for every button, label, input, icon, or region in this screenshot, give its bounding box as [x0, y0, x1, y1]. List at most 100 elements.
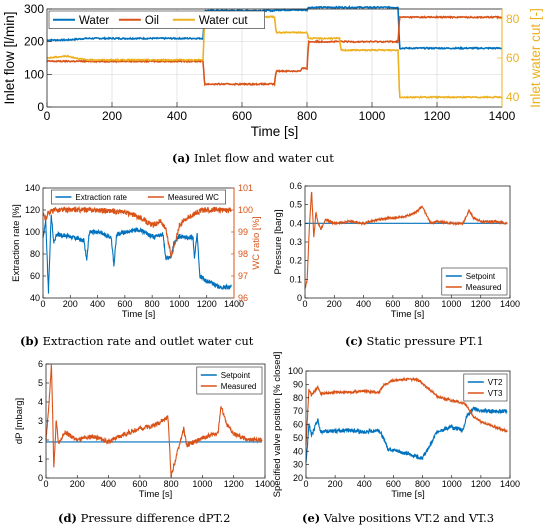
- y-tick-label: 100: [25, 227, 40, 237]
- series-line-extraction-rate: [42, 214, 232, 294]
- y-tick-label: 60: [293, 420, 303, 430]
- legend-box: [196, 366, 263, 395]
- x-tick-label: 1200: [471, 299, 491, 309]
- x-tick-label: 800: [415, 299, 430, 309]
- y-tick-label: 0: [38, 473, 43, 483]
- legend-label: Measured: [221, 382, 257, 391]
- y-tick-label: 4: [38, 397, 43, 407]
- y-axis-label: Extraction rate [%]: [11, 204, 22, 282]
- y-tick-label: 6: [38, 359, 43, 369]
- y-tick-label: 120: [25, 205, 40, 215]
- y-tick-label: 0.4: [289, 218, 302, 228]
- y-tick-label: 1: [38, 454, 43, 464]
- y-tick-label: 3: [38, 416, 43, 426]
- series-line-vt2: [305, 406, 508, 463]
- y2-tick-label: 98: [238, 249, 248, 259]
- y-tick-label: 0: [297, 293, 302, 303]
- y-tick-label: 0.3: [289, 237, 302, 247]
- legend-box: [441, 267, 508, 296]
- y-tick-label: 140: [25, 183, 40, 193]
- legend-label: Measured WC: [168, 193, 219, 202]
- x-tick-label: 1400: [500, 299, 520, 309]
- x-tick-label: 1000: [441, 299, 461, 309]
- x-tick-label: 200: [70, 479, 85, 489]
- caption-b: (b) Extraction rate and outlet water cut: [20, 334, 254, 348]
- y-tick-label: 5: [38, 378, 43, 388]
- x-axis-label: Time [s]: [139, 489, 172, 500]
- x-tick-label: 200: [327, 299, 342, 309]
- legend-box: [463, 373, 508, 402]
- y2-tick-label: 101: [238, 183, 253, 193]
- y2-tick-label: 60: [506, 51, 520, 65]
- y-tick-label: 20: [293, 473, 303, 483]
- y-tick-label: 90: [293, 379, 303, 389]
- legend: Setpoint Measured: [196, 366, 263, 395]
- x-tick-label: 600: [132, 479, 147, 489]
- legend-box: [51, 189, 226, 205]
- x-tick-label: 0: [302, 299, 307, 309]
- x-tick-label: 1200: [424, 109, 451, 123]
- x-tick-label: 1000: [442, 479, 462, 489]
- y-tick-label: 0: [37, 100, 44, 114]
- series-line-water: [47, 5, 503, 51]
- x-tick-label: 800: [297, 109, 317, 123]
- series-line-oil: [46, 15, 503, 87]
- y2-tick-label: 100: [238, 205, 253, 215]
- y-tick-label: 80: [293, 393, 303, 403]
- x-axis-label: Time [s]: [391, 489, 424, 500]
- x-tick-label: 1000: [192, 479, 212, 489]
- y-tick-label: 70: [293, 406, 303, 416]
- y2-axis-label: Inlet water cut [-]: [528, 8, 543, 108]
- x-axis-label: Time [s]: [391, 309, 424, 320]
- y-axis-label: Pressure [barg]: [273, 210, 284, 275]
- legend: Setpoint Measured: [441, 267, 508, 296]
- legend-label: Setpoint: [221, 371, 251, 380]
- x-tick-label: 200: [63, 299, 78, 309]
- y-tick-label: 0.1: [289, 274, 302, 284]
- x-tick-label: 200: [328, 479, 343, 489]
- x-tick-label: 400: [356, 299, 371, 309]
- x-tick-label: 400: [90, 299, 105, 309]
- x-tick-label: 800: [145, 299, 160, 309]
- legend-label: Oil: [145, 15, 159, 27]
- caption-e: (e) Valve positions VT.2 and VT.3: [302, 511, 494, 525]
- y-tick-label: 100: [24, 67, 44, 81]
- legend-label: Water: [79, 15, 109, 27]
- y-tick-label: 40: [293, 446, 303, 456]
- x-tick-label: 600: [385, 299, 400, 309]
- y-tick-label: 80: [30, 249, 40, 259]
- x-tick-label: 0: [303, 479, 308, 489]
- x-tick-label: 200: [102, 109, 122, 123]
- legend-label: Measured: [466, 283, 502, 292]
- x-tick-label: 400: [357, 479, 372, 489]
- y-tick-label: 30: [293, 460, 303, 470]
- x-tick-label: 1000: [169, 299, 189, 309]
- chart-e: 0 200 400 600 800 1000 1200 1400 20 30 40 50 60 70 80 9…: [272, 352, 520, 500]
- legend-label: VT2: [488, 378, 503, 387]
- y2-tick-label: 80: [506, 12, 520, 26]
- y-tick-label: 50: [293, 433, 303, 443]
- series-line-measured-wc: [42, 205, 232, 259]
- series-line-measured: [304, 191, 508, 289]
- legend-label: VT3: [488, 389, 503, 398]
- series-line-measured: [45, 364, 263, 477]
- y-tick-label: 0.2: [289, 256, 302, 266]
- x-tick-label: 1400: [255, 479, 275, 489]
- x-tick-label: 1400: [489, 109, 516, 123]
- y2-tick-label: 40: [506, 90, 520, 104]
- legend-box: [48, 10, 265, 29]
- series-line-water-cut: [46, 14, 503, 100]
- legend-label: Setpoint: [466, 272, 496, 281]
- x-tick-label: 1400: [500, 479, 520, 489]
- x-tick-label: 1000: [359, 109, 386, 123]
- y-tick-label: 40: [30, 293, 40, 303]
- y-tick-label: 0.5: [289, 200, 302, 210]
- y2-tick-label: 99: [238, 227, 248, 237]
- y-tick-label: 2: [38, 435, 43, 445]
- y-tick-label: 0.6: [289, 181, 302, 191]
- y-axis-label: Specified valve position [% closed]: [272, 352, 283, 498]
- y-axis-label: dP [mbarg]: [14, 398, 25, 444]
- x-tick-label: 0: [40, 299, 45, 309]
